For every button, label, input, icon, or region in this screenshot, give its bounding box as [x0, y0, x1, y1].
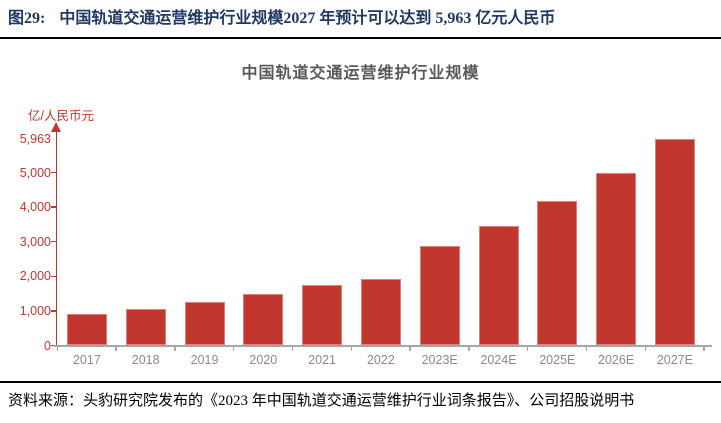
- y-tick-mark: [50, 171, 56, 174]
- x-label-2018: 2018: [131, 352, 160, 367]
- y-tick-mark: [50, 344, 56, 347]
- bar-2020: [243, 293, 284, 346]
- x-tick-mark: [350, 346, 353, 352]
- x-label-2017: 2017: [72, 352, 101, 367]
- y-axis-unit-label: 亿/人民币元: [28, 109, 94, 123]
- y-tick-label: 5,000: [19, 165, 51, 180]
- y-axis-arrow-icon: [51, 122, 62, 132]
- y-tick-mark: [50, 206, 56, 208]
- x-axis: [54, 344, 712, 347]
- bar-2024E: [478, 225, 519, 346]
- x-label-2024E: 2024E: [480, 352, 517, 367]
- figure-title: 中国轨道交通运营维护行业规模2027 年预计可以达到 5,963 亿元人民币: [59, 10, 556, 27]
- x-label-2019: 2019: [190, 352, 219, 367]
- y-tick-mark: [50, 275, 56, 278]
- x-label-2025E: 2025E: [539, 352, 576, 367]
- y-tick-label: 4,000: [19, 200, 51, 215]
- x-tick-mark: [56, 346, 59, 352]
- chart-title: 中国轨道交通运营维护行业规模: [241, 65, 480, 82]
- y-tick-label: 5,963: [19, 132, 51, 147]
- x-tick-mark: [468, 346, 470, 352]
- y-tick-label: 1,000: [19, 303, 51, 318]
- x-label-2027E: 2027E: [656, 352, 693, 367]
- bar-2027E: [654, 139, 695, 346]
- x-label-2021: 2021: [308, 352, 336, 367]
- x-tick-mark: [703, 346, 705, 352]
- x-tick-mark: [115, 346, 117, 352]
- bar-2023E: [419, 245, 460, 346]
- x-label-2020: 2020: [249, 352, 278, 367]
- figure-header: 图29: 中国轨道交通运营维护行业规模2027 年预计可以达到 5,963 亿元人…: [8, 7, 717, 31]
- y-axis: [55, 130, 58, 346]
- y-tick-mark: [50, 240, 56, 243]
- bar-2021: [302, 284, 343, 346]
- bar-2025E: [537, 201, 578, 346]
- x-tick-mark: [409, 346, 411, 352]
- bar-2022: [360, 279, 401, 346]
- y-tick-label: 2,000: [19, 269, 51, 284]
- x-tick-mark: [526, 346, 529, 352]
- y-tick-label: 0: [44, 338, 51, 353]
- y-tick-label: 3,000: [19, 234, 51, 249]
- y-tick-mark: [50, 310, 56, 312]
- bar-2018: [125, 309, 166, 346]
- x-label-2026E: 2026E: [598, 352, 635, 367]
- x-tick-mark: [174, 346, 176, 352]
- source-note: 资料来源：头豹研究院发布的《2023 年中国轨道交通运营维护行业词条报告》、公司…: [8, 393, 635, 409]
- x-label-2023E: 2023E: [421, 352, 458, 367]
- bar-2026E: [596, 172, 637, 346]
- x-label-2022: 2022: [366, 352, 395, 367]
- x-tick-mark: [644, 346, 647, 352]
- figure-number: 图29:: [8, 10, 46, 27]
- footer-divider: [0, 381, 721, 383]
- x-tick-mark: [585, 346, 588, 352]
- header-divider: [0, 37, 721, 39]
- x-tick-mark: [232, 346, 235, 352]
- bar-2017: [66, 313, 107, 346]
- x-tick-mark: [291, 346, 294, 352]
- bar-2019: [184, 301, 225, 346]
